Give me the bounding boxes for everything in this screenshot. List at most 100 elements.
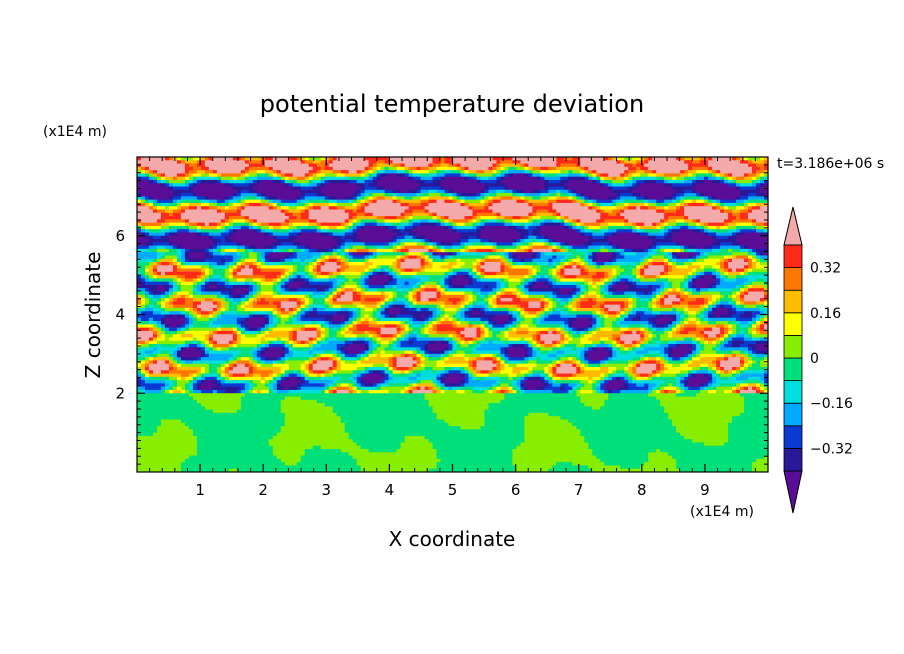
- field-cell: [716, 239, 721, 243]
- field-cell: [592, 252, 597, 257]
- field-cell: [692, 239, 697, 243]
- field-cell: [388, 219, 394, 224]
- field-cell: [352, 248, 358, 253]
- field-cell: [724, 245, 729, 250]
- field-cell: [332, 248, 338, 253]
- field-cell: [404, 176, 410, 181]
- field-cell: [504, 229, 510, 234]
- field-cell: [376, 199, 382, 204]
- field-cell: [476, 232, 482, 237]
- field-cell: [512, 212, 517, 217]
- field-cell: [736, 179, 741, 184]
- field-cell: [236, 189, 242, 194]
- field-cell: [184, 160, 190, 165]
- field-cell: [260, 202, 266, 207]
- field-cell: [736, 206, 741, 211]
- field-cell: [240, 216, 246, 220]
- field-cell: [528, 160, 533, 165]
- field-cell: [596, 202, 601, 207]
- field-cell: [604, 173, 609, 178]
- field-cell: [376, 252, 382, 257]
- field-cell: [240, 157, 246, 161]
- field-cell: [444, 176, 450, 181]
- field-cell: [436, 186, 442, 191]
- field-cell: [360, 222, 366, 227]
- field-cell: [356, 252, 362, 257]
- field-cell: [744, 219, 749, 224]
- field-cell: [380, 173, 386, 178]
- field-cell: [520, 239, 525, 243]
- field-cell: [536, 193, 541, 197]
- field-cell: [412, 166, 418, 171]
- field-cell: [492, 229, 498, 234]
- field-cell: [216, 212, 222, 217]
- field-cell: [200, 176, 206, 181]
- field-cell: [316, 176, 322, 181]
- field-cell: [356, 206, 362, 211]
- field-cell: [464, 232, 470, 237]
- field-cell: [452, 229, 458, 234]
- field-cell: [528, 245, 533, 250]
- field-cell: [300, 209, 306, 214]
- field-cell: [480, 235, 486, 240]
- field-cell: [432, 160, 438, 165]
- field-cell: [436, 183, 442, 188]
- field-cell: [356, 255, 362, 260]
- field-cell: [404, 225, 410, 230]
- field-cell: [732, 202, 737, 207]
- field-cell: [720, 199, 725, 204]
- field-cell: [396, 173, 402, 178]
- field-cell: [328, 183, 334, 188]
- field-cell: [764, 170, 768, 175]
- field-cell: [280, 225, 286, 230]
- field-cell: [200, 170, 206, 175]
- field-cell: [760, 222, 765, 227]
- field-cell: [376, 179, 382, 184]
- field-cell: [276, 209, 282, 214]
- field-cell: [468, 229, 474, 234]
- field-cell: [644, 225, 649, 230]
- field-cell: [580, 193, 585, 197]
- field-cell: [652, 235, 657, 240]
- field-cell: [612, 173, 617, 178]
- field-cell: [588, 209, 593, 214]
- field-cell: [300, 157, 306, 161]
- field-cell: [564, 202, 569, 207]
- field-cell: [392, 176, 398, 181]
- field-cell: [516, 258, 521, 263]
- field-cell: [372, 235, 378, 240]
- field-cell: [760, 206, 765, 211]
- field-cell: [208, 219, 214, 224]
- field-cell: [152, 225, 158, 230]
- field-cell: [544, 219, 549, 224]
- field-cell: [704, 209, 709, 214]
- field-cell: [332, 166, 338, 171]
- field-cell: [428, 166, 434, 171]
- field-cell: [500, 166, 506, 171]
- field-cell: [148, 242, 154, 247]
- field-cell: [488, 183, 494, 188]
- field-cell: [292, 229, 298, 234]
- field-cell: [236, 206, 242, 211]
- field-cell: [164, 189, 170, 194]
- field-cell: [344, 245, 350, 250]
- field-cell: [216, 176, 222, 181]
- field-cell: [196, 252, 202, 257]
- field-cell: [644, 173, 649, 178]
- field-cell: [472, 160, 478, 165]
- field-cell: [472, 170, 478, 175]
- field-cell: [248, 186, 254, 191]
- field-cell: [240, 229, 246, 234]
- field-cell: [668, 160, 673, 165]
- field-cell: [684, 212, 689, 217]
- field-cell: [688, 232, 693, 237]
- field-cell: [468, 173, 474, 178]
- field-cell: [600, 242, 605, 247]
- field-cell: [452, 225, 458, 230]
- field-cell: [152, 176, 158, 181]
- field-cell: [636, 239, 641, 243]
- field-cell: [340, 248, 346, 253]
- field-cell: [656, 216, 661, 220]
- field-cell: [308, 222, 314, 227]
- field-cell: [496, 225, 502, 230]
